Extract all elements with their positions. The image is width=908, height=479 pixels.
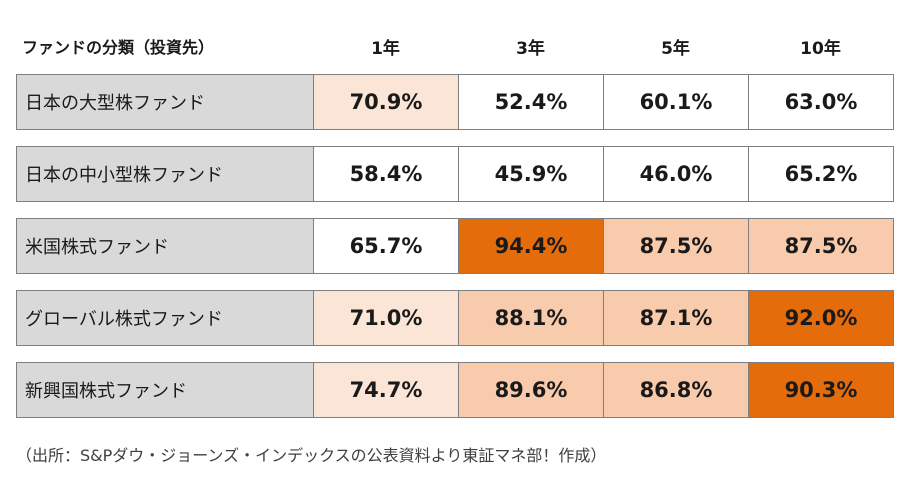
value-cell: 87.1% xyxy=(603,290,749,346)
value-cell: 74.7% xyxy=(313,362,459,418)
row-category: 米国株式ファンド xyxy=(16,218,314,274)
row-category: 日本の中小型株ファンド xyxy=(16,146,314,202)
table-row: 日本の大型株ファンド 70.9% 52.4% 60.1% 63.0% xyxy=(16,74,894,130)
value-cell: 86.8% xyxy=(603,362,749,418)
header-5y: 5年 xyxy=(603,34,748,59)
source-note: （出所：S&Pダウ・ジョーンズ・インデックスの公表資料より東証マネ部！作成） xyxy=(16,442,606,466)
table-row: 新興国株式ファンド 74.7% 89.6% 86.8% 90.3% xyxy=(16,362,894,418)
value-cell: 65.2% xyxy=(748,146,894,202)
row-category: 日本の大型株ファンド xyxy=(16,74,314,130)
table-row: 米国株式ファンド 65.7% 94.4% 87.5% 87.5% xyxy=(16,218,894,274)
value-cell: 58.4% xyxy=(313,146,459,202)
value-cell: 87.5% xyxy=(603,218,749,274)
value-cell: 60.1% xyxy=(603,74,749,130)
header-10y: 10年 xyxy=(748,34,893,59)
header-category: ファンドの分類（投資先） xyxy=(16,34,313,58)
table-header: ファンドの分類（投資先） 1年 3年 5年 10年 xyxy=(16,30,894,62)
value-cell: 46.0% xyxy=(603,146,749,202)
value-cell: 63.0% xyxy=(748,74,894,130)
value-cell: 70.9% xyxy=(313,74,459,130)
value-cell: 71.0% xyxy=(313,290,459,346)
value-cell: 65.7% xyxy=(313,218,459,274)
value-cell: 45.9% xyxy=(458,146,604,202)
header-3y: 3年 xyxy=(458,34,603,59)
value-cell: 52.4% xyxy=(458,74,604,130)
value-cell: 87.5% xyxy=(748,218,894,274)
row-category: 新興国株式ファンド xyxy=(16,362,314,418)
header-1y: 1年 xyxy=(313,34,458,59)
value-cell: 90.3% xyxy=(748,362,894,418)
value-cell: 94.4% xyxy=(458,218,604,274)
row-category: グローバル株式ファンド xyxy=(16,290,314,346)
value-cell: 88.1% xyxy=(458,290,604,346)
value-cell: 92.0% xyxy=(748,290,894,346)
table-row: 日本の中小型株ファンド 58.4% 45.9% 46.0% 65.2% xyxy=(16,146,894,202)
table-row: グローバル株式ファンド 71.0% 88.1% 87.1% 92.0% xyxy=(16,290,894,346)
value-cell: 89.6% xyxy=(458,362,604,418)
